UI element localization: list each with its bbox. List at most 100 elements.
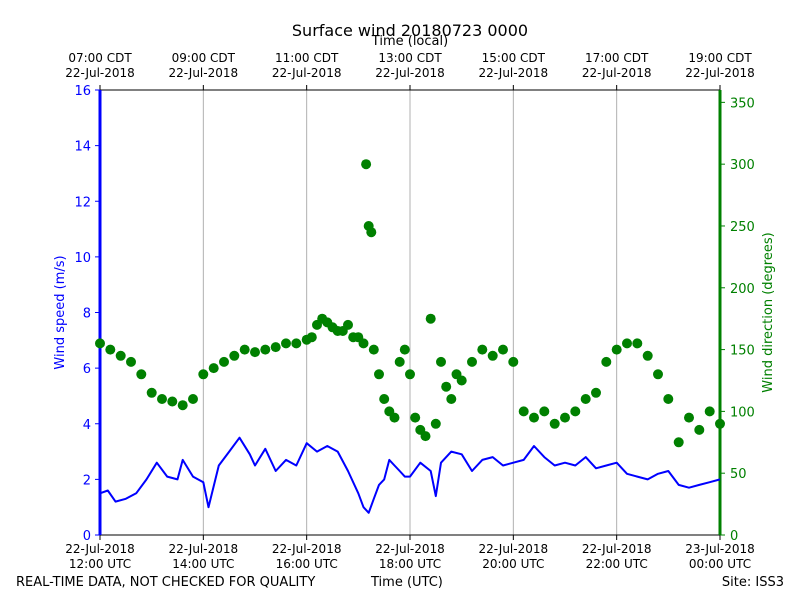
- wind-direction-point: [560, 412, 570, 423]
- wind-direction-point: [715, 418, 725, 429]
- wind-direction-point: [684, 412, 694, 423]
- y-left-tick-label: 8: [83, 307, 91, 322]
- wind-direction-point: [260, 344, 271, 355]
- wind-direction-point: [157, 394, 167, 404]
- y-right-tick-label: 0: [730, 529, 738, 544]
- wind-direction-point: [694, 424, 705, 435]
- x-tick-time-label: 00:00 UTC: [689, 557, 751, 571]
- wind-direction-point: [601, 356, 612, 367]
- y-right-axis-title: Wind direction (degrees): [761, 232, 776, 392]
- y-left-tick-label: 14: [74, 140, 91, 155]
- y-left-tick-label: 2: [83, 473, 91, 488]
- wind-direction-point: [642, 350, 653, 361]
- site-label: Site: ISS3: [721, 575, 784, 590]
- y-left-tick-label: 4: [83, 418, 91, 433]
- wind-direction-point: [405, 369, 415, 380]
- wind-direction-point: [446, 394, 457, 404]
- x-tick-date-label: 23-Jul-2018: [685, 542, 755, 556]
- x-tick-time-label: 16:00 UTC: [276, 557, 338, 571]
- x-tick-date-label: 22-Jul-2018: [272, 542, 342, 556]
- x-tick-date-label: 22-Jul-2018: [65, 542, 135, 556]
- wind-direction-point: [374, 369, 384, 380]
- wind-direction-point: [673, 437, 684, 448]
- wind-direction-point: [420, 431, 431, 442]
- x-tick-date-label: 22-Jul-2018: [375, 542, 445, 556]
- wind-direction-point: [441, 381, 452, 392]
- y-right-tick-label: 350: [730, 96, 755, 111]
- top-tick-date-label: 22-Jul-2018: [685, 66, 755, 80]
- top-tick-date-label: 22-Jul-2018: [169, 66, 239, 80]
- x-tick-time-label: 12:00 UTC: [69, 557, 131, 571]
- y-right-tick-label: 100: [730, 405, 755, 420]
- wind-direction-point: [549, 418, 560, 429]
- top-tick-date-label: 22-Jul-2018: [479, 66, 549, 80]
- wind-direction-point: [95, 338, 105, 349]
- top-tick-date-label: 22-Jul-2018: [375, 66, 445, 80]
- y-left-tick-label: 0: [83, 529, 91, 544]
- wind-direction-point: [167, 396, 178, 407]
- y-right-tick-label: 150: [730, 344, 755, 359]
- wind-direction-point: [425, 313, 436, 324]
- wind-direction-point: [410, 412, 421, 423]
- x-tick-time-label: 18:00 UTC: [379, 557, 441, 571]
- y-left-tick-label: 12: [74, 195, 91, 210]
- quality-note: REAL-TIME DATA, NOT CHECKED FOR QUALITY: [16, 575, 316, 590]
- wind-direction-point: [291, 338, 302, 349]
- wind-direction-point: [477, 344, 488, 355]
- top-tick-date-label: 22-Jul-2018: [65, 66, 135, 80]
- wind-direction-point: [250, 347, 260, 358]
- wind-direction-point: [498, 344, 508, 355]
- wind-direction-point: [580, 394, 591, 404]
- top-tick-time-label: 11:00 CDT: [275, 51, 339, 65]
- wind-direction-point: [591, 387, 601, 398]
- top-tick-time-label: 15:00 CDT: [482, 51, 546, 65]
- wind-direction-point: [115, 350, 126, 361]
- wind-direction-point: [358, 338, 369, 349]
- y-right-tick-label: 200: [730, 282, 755, 297]
- wind-speed-line: [99, 436, 721, 514]
- y-right-tick-label: 50: [730, 467, 747, 482]
- wind-direction-point: [389, 412, 400, 423]
- top-tick-time-label: 19:00 CDT: [688, 51, 752, 65]
- wind-direction-point: [487, 350, 498, 361]
- wind-direction-point: [361, 159, 372, 170]
- wind-direction-point: [229, 350, 240, 361]
- x-tick-date-label: 22-Jul-2018: [169, 542, 239, 556]
- wind-direction-point: [653, 369, 663, 380]
- y-left-tick-label: 10: [74, 251, 91, 266]
- x-tick-date-label: 22-Jul-2018: [479, 542, 549, 556]
- wind-direction-point: [208, 363, 219, 374]
- wind-direction-point: [518, 406, 529, 417]
- wind-direction-point: [394, 356, 405, 367]
- wind-direction-point: [611, 344, 622, 355]
- top-tick-time-label: 07:00 CDT: [68, 51, 132, 65]
- top-tick-time-label: 13:00 CDT: [378, 51, 442, 65]
- wind-direction-point: [306, 332, 317, 343]
- y-left-axis-title: Wind speed (m/s): [53, 255, 68, 369]
- y-right-tick-label: 300: [730, 158, 755, 173]
- wind-direction-point: [436, 356, 446, 367]
- wind-direction-point: [570, 406, 581, 417]
- x-axis-title: Time (UTC): [371, 575, 443, 590]
- wind-direction-point: [467, 356, 477, 367]
- wind-direction-point: [539, 406, 550, 417]
- x-tick-date-label: 22-Jul-2018: [582, 542, 652, 556]
- wind-direction-point: [136, 369, 147, 380]
- wind-direction-point: [198, 369, 209, 380]
- wind-direction-point: [366, 227, 377, 238]
- top-tick-time-label: 17:00 CDT: [585, 51, 649, 65]
- wind-direction-point: [632, 338, 643, 349]
- wind-direction-point: [281, 338, 291, 349]
- top-tick-time-label: 09:00 CDT: [172, 51, 236, 65]
- wind-direction-point: [399, 344, 410, 355]
- wind-direction-point: [188, 394, 198, 404]
- x-tick-time-label: 20:00 UTC: [482, 557, 544, 571]
- wind-direction-point: [343, 319, 353, 330]
- wind-direction-point: [126, 356, 136, 367]
- wind-direction-point: [239, 344, 250, 355]
- wind-direction-point: [622, 338, 632, 349]
- top-axis-title: Time (local): [371, 34, 449, 49]
- x-tick-time-label: 22:00 UTC: [586, 557, 648, 571]
- wind-direction-point: [270, 342, 281, 353]
- wind-direction-point: [105, 344, 116, 355]
